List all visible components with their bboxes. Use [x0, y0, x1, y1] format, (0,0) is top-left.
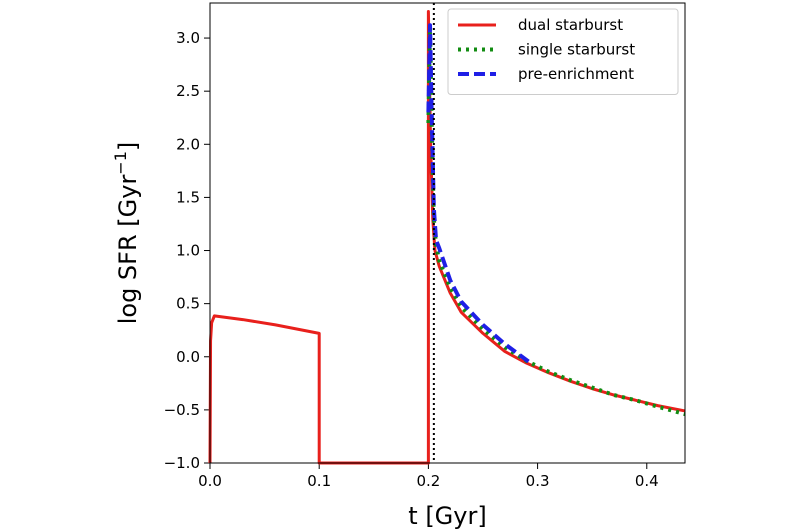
y-tick-label: −1.0 — [164, 454, 200, 472]
y-axis-ticks: −1.0 −0.5 0.0 0.5 1.0 1.5 2.0 2.5 3.0 — [164, 29, 210, 472]
y-tick-label: 2.5 — [176, 82, 200, 100]
legend-label: single starburst — [518, 41, 635, 59]
y-axis-title: log SFR [Gyr−1] — [111, 142, 142, 325]
x-tick-label: 0.1 — [307, 472, 331, 490]
y-axis-title-main: log SFR [Gyr — [114, 175, 142, 325]
y-tick-label: 1.5 — [176, 188, 200, 206]
legend-box — [447, 8, 679, 95]
y-tick-label: 0.5 — [176, 295, 200, 313]
x-axis-ticks: 0.0 0.1 0.2 0.3 0.4 — [198, 463, 659, 490]
series-line-dual-starburst — [208, 10, 686, 465]
series-line-pre-enrichment — [426, 23, 534, 366]
y-tick-label: −0.5 — [164, 401, 200, 419]
y-tick-label: 3.0 — [176, 29, 200, 47]
y-axis-title-close: ] — [114, 142, 142, 151]
x-tick-label: 0.0 — [198, 472, 222, 490]
y-tick-label: 0.0 — [176, 348, 200, 366]
x-axis-title: t [Gyr] — [408, 502, 486, 530]
legend-label: pre-enrichment — [518, 65, 634, 83]
legend: dual starburst single starburst pre-enrich… — [447, 8, 679, 95]
legend-label: dual starburst — [518, 16, 623, 34]
x-tick-label: 0.4 — [635, 472, 659, 490]
plot-frame — [209, 2, 686, 464]
y-tick-label: 1.0 — [176, 242, 200, 260]
x-tick-label: 0.2 — [416, 472, 440, 490]
series-line-single-starburst — [426, 25, 686, 417]
y-axis-title-superscript: −1 — [111, 151, 130, 175]
x-tick-label: 0.3 — [526, 472, 550, 490]
plot-area — [208, 3, 686, 465]
y-tick-label: 2.0 — [176, 135, 200, 153]
